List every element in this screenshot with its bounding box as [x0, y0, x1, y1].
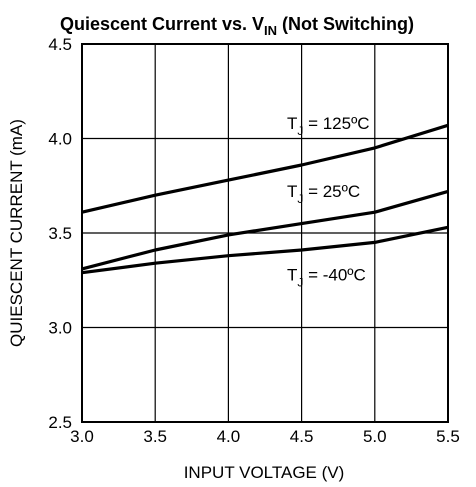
x-tick-label: 4.5: [290, 427, 314, 446]
y-tick-labels: 2.5 3.0 3.5 4.0 4.5: [48, 35, 72, 432]
series-labels: TJ = 125ºC TJ = 25ºC TJ = -40ºC: [287, 114, 370, 289]
x-tick-label: 5.5: [436, 427, 460, 446]
x-tick-label: 3.5: [143, 427, 167, 446]
chart-title: Quiescent Current vs. VIN (Not Switching…: [60, 14, 414, 38]
x-axis-label: INPUT VOLTAGE (V): [184, 463, 345, 482]
grid: [81, 43, 449, 423]
series-label-2: TJ = -40ºC: [287, 265, 366, 289]
x-tick-label: 5.0: [363, 427, 387, 446]
y-tick-label: 2.5: [48, 413, 72, 432]
y-tick-label: 3.5: [48, 224, 72, 243]
series-line-0: [81, 123, 449, 214]
x-tick-labels: 3.0 3.5 4.0 4.5 5.0 5.5: [70, 427, 460, 446]
x-tick-label: 4.0: [217, 427, 241, 446]
y-tick-label: 4.5: [48, 35, 72, 54]
x-tick-label: 3.0: [70, 427, 94, 446]
plot-area-frame: [81, 43, 449, 423]
series-line-1: [81, 189, 449, 271]
series-label-0: TJ = 125ºC: [287, 114, 370, 138]
y-tick-label: 4.0: [48, 130, 72, 149]
y-tick-label: 3.0: [48, 319, 72, 338]
series-group: [81, 123, 449, 275]
series-label-1: TJ = 25ºC: [287, 182, 360, 206]
series-line-2: [81, 225, 449, 275]
y-axis-label: QUIESCENT CURRENT (mA): [7, 119, 26, 347]
